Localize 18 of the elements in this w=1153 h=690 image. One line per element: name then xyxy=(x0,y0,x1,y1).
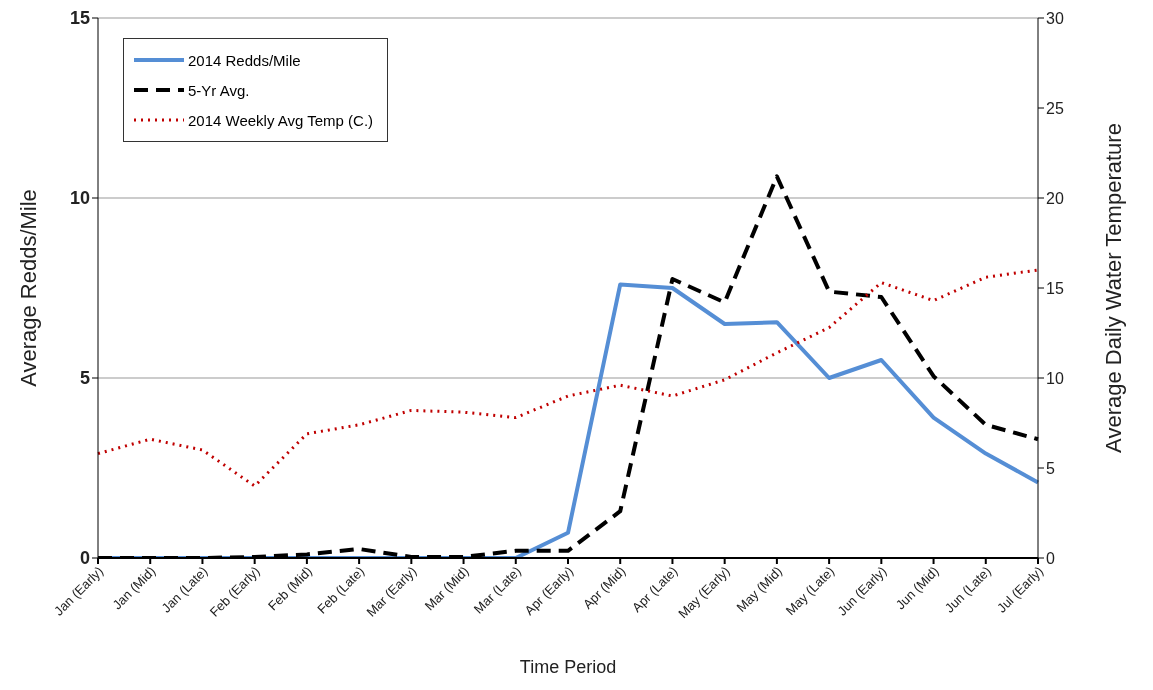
legend-label: 5-Yr Avg. xyxy=(188,81,250,99)
x-axis-title: Time Period xyxy=(519,657,617,677)
y2-tick-label: 0 xyxy=(1046,549,1055,567)
y-tick-label: 5 xyxy=(79,368,90,389)
y2-tick-label: 20 xyxy=(1046,189,1064,207)
y2-tick-label: 25 xyxy=(1046,99,1064,117)
y-tick-label: 15 xyxy=(69,8,90,29)
y-tick-label: 10 xyxy=(69,188,90,209)
y2-tick-label: 5 xyxy=(1046,459,1055,477)
y-axis-title: Average Redds/Mile xyxy=(15,189,41,387)
y2-tick-label: 10 xyxy=(1046,369,1064,387)
y-tick-label: 0 xyxy=(79,548,90,569)
legend-label: 2014 Weekly Avg Temp (C.) xyxy=(188,111,374,129)
y2-axis-title: Average Daily Water Temperature xyxy=(1100,123,1126,453)
line-series xyxy=(96,268,1040,488)
y2-tick-label: 30 xyxy=(1046,9,1064,27)
y2-tick-label: 15 xyxy=(1046,279,1064,297)
legend-label: 2014 Redds/Mile xyxy=(188,51,301,69)
